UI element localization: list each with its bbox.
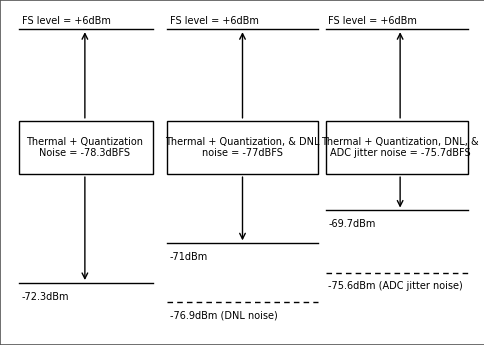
Text: Thermal + Quantization, DNL, &
ADC jitter noise = -75.7dBFS: Thermal + Quantization, DNL, & ADC jitte… xyxy=(320,137,478,158)
Text: Thermal + Quantization
Noise = -78.3dBFS: Thermal + Quantization Noise = -78.3dBFS xyxy=(26,137,143,158)
Text: -72.3dBm: -72.3dBm xyxy=(22,292,69,302)
Text: FS level = +6dBm: FS level = +6dBm xyxy=(169,16,258,26)
Text: FS level = +6dBm: FS level = +6dBm xyxy=(328,16,416,26)
Text: Thermal + Quantization, & DNL
noise = -77dBFS: Thermal + Quantization, & DNL noise = -7… xyxy=(165,137,319,158)
Bar xyxy=(19,121,152,174)
Text: FS level = +6dBm: FS level = +6dBm xyxy=(22,16,110,26)
Text: -75.6dBm (ADC jitter noise): -75.6dBm (ADC jitter noise) xyxy=(328,281,462,291)
Text: -76.9dBm (DNL noise): -76.9dBm (DNL noise) xyxy=(169,310,277,321)
Text: -71dBm: -71dBm xyxy=(169,252,208,262)
Bar xyxy=(325,121,467,174)
Bar xyxy=(167,121,317,174)
Text: -69.7dBm: -69.7dBm xyxy=(328,219,375,229)
